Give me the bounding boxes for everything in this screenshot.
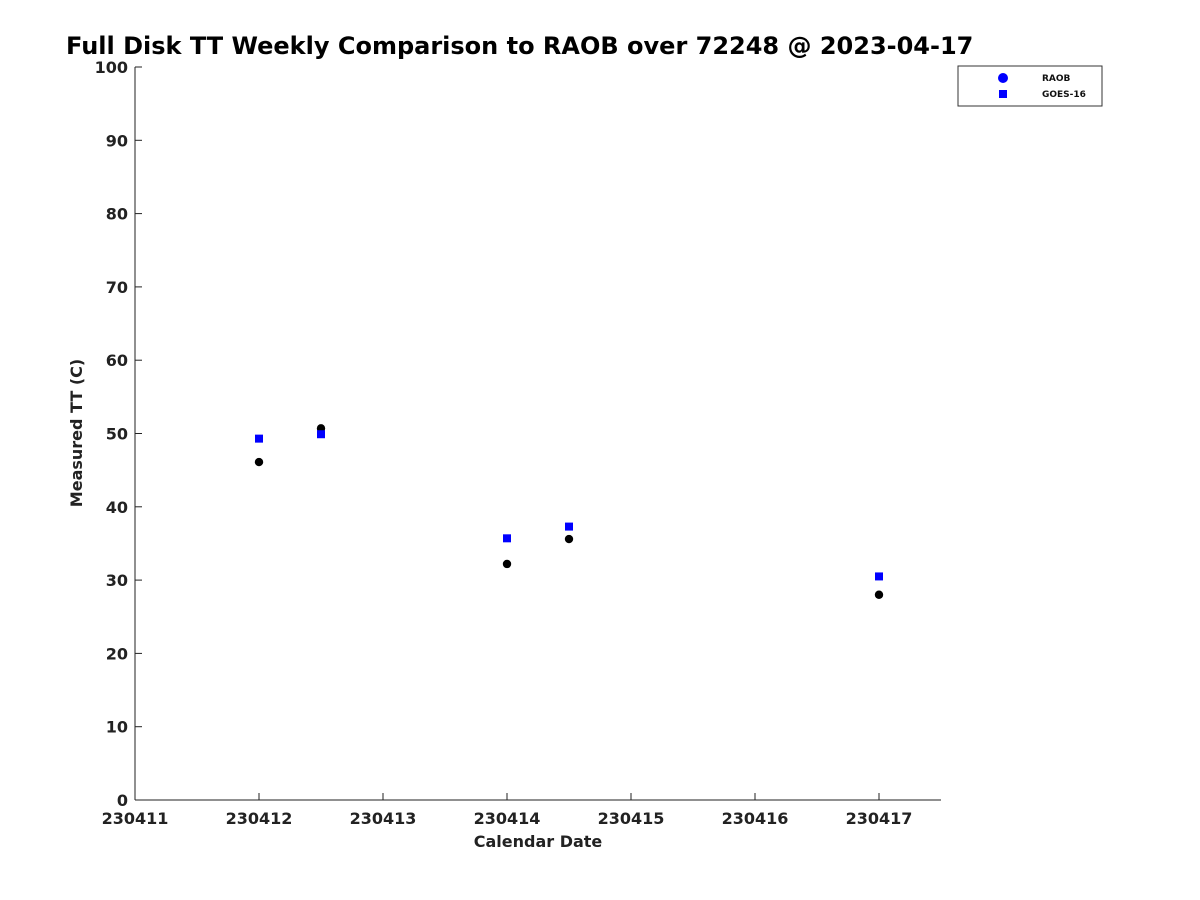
x-tick-label: 230415 bbox=[598, 809, 665, 828]
x-tick-label: 230417 bbox=[846, 809, 913, 828]
chart-title: Full Disk TT Weekly Comparison to RAOB o… bbox=[66, 32, 973, 60]
point-goes-16 bbox=[875, 572, 883, 581]
x-tick-label: 230413 bbox=[350, 809, 417, 828]
legend: RAOB GOES-16 bbox=[957, 65, 1103, 107]
legend-label-raob: RAOB bbox=[1042, 74, 1071, 84]
data-points bbox=[254, 424, 884, 599]
legend-label-goes-16: GOES-16 bbox=[1042, 90, 1086, 100]
legend-box bbox=[957, 65, 1103, 107]
y-tick-label: 90 bbox=[106, 131, 128, 150]
y-ticks: 0 10 20 30 40 50 60 70 80 90 100 bbox=[95, 58, 142, 810]
y-tick-label: 100 bbox=[95, 58, 128, 77]
point-raob bbox=[502, 559, 512, 569]
legend-marker-goes-16 bbox=[999, 90, 1007, 98]
x-ticks: 230411 230412 230413 230414 230415 230416 2304… bbox=[102, 793, 913, 828]
y-tick-label: 40 bbox=[106, 498, 128, 517]
x-tick-label: 230411 bbox=[102, 809, 169, 828]
plot-area bbox=[134, 67, 941, 801]
point-raob bbox=[564, 534, 574, 544]
y-tick-label: 20 bbox=[106, 644, 128, 663]
x-tick-label: 230412 bbox=[226, 809, 293, 828]
legend-marker-raob bbox=[998, 73, 1008, 83]
x-tick-label: 230416 bbox=[722, 809, 789, 828]
y-tick-label: 80 bbox=[106, 205, 128, 224]
y-tick-label: 30 bbox=[106, 571, 128, 590]
point-goes-16 bbox=[565, 522, 573, 531]
y-tick-label: 70 bbox=[106, 278, 128, 297]
point-goes-16 bbox=[503, 534, 511, 543]
x-axis-label: Calendar Date bbox=[474, 832, 603, 851]
y-tick-label: 60 bbox=[106, 351, 128, 370]
point-goes-16 bbox=[317, 430, 325, 439]
y-axis-label: Measured TT (C) bbox=[67, 359, 86, 507]
point-raob bbox=[874, 590, 884, 599]
point-raob bbox=[254, 457, 264, 467]
point-goes-16 bbox=[255, 434, 263, 443]
y-tick-label: 10 bbox=[106, 718, 128, 737]
x-tick-label: 230414 bbox=[474, 809, 541, 828]
y-tick-label: 50 bbox=[106, 425, 128, 444]
y-tick-label: 0 bbox=[117, 791, 128, 810]
